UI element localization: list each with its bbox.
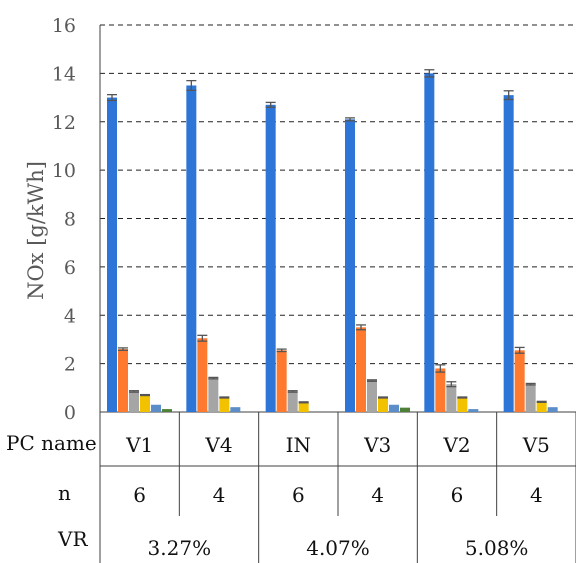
- table-vr-value: 5.08%: [465, 536, 529, 560]
- table-row-label: PC name: [6, 431, 97, 455]
- error-bars: [107, 69, 547, 404]
- bar: [514, 350, 525, 412]
- bar: [468, 409, 479, 412]
- y-tick-label: 14: [52, 63, 76, 85]
- table-n-value: 4: [530, 483, 543, 507]
- table-row-label: VR: [57, 527, 88, 551]
- bar: [547, 407, 558, 412]
- bar: [356, 327, 366, 412]
- y-tick-label: 6: [64, 257, 76, 279]
- bar: [345, 119, 355, 413]
- bar: [265, 104, 276, 412]
- bar: [219, 397, 230, 412]
- y-tick-label: 0: [64, 402, 76, 424]
- bar: [186, 85, 197, 412]
- bar: [151, 404, 161, 412]
- bar: [276, 350, 287, 412]
- table-pc-name: V1: [125, 433, 153, 457]
- table-pc-name: IN: [286, 433, 311, 457]
- table-row-label: n: [58, 481, 71, 505]
- y-tick-label: 2: [64, 354, 76, 376]
- table-pc-name: V3: [363, 433, 391, 457]
- bar: [298, 402, 309, 412]
- bar: [378, 397, 388, 412]
- bar: [503, 95, 514, 413]
- y-tick-label: 8: [64, 209, 76, 231]
- bar: [287, 391, 298, 412]
- bar: [446, 384, 457, 412]
- bar: [208, 378, 219, 412]
- y-tick-label: 12: [52, 112, 76, 134]
- bar: [435, 368, 446, 412]
- category-table: PC name n VR V1 V4 IN V3 V2 V5 6 4 6 4 6 4 3.27% 4.07% 5.…: [6, 412, 576, 563]
- table-n-value: 4: [213, 483, 226, 507]
- bar: [536, 401, 547, 412]
- bar: [367, 380, 377, 412]
- bar: [424, 73, 435, 412]
- bar: [230, 407, 241, 412]
- bar: [197, 338, 208, 412]
- table-pc-name: V4: [204, 433, 232, 457]
- bar: [140, 395, 150, 412]
- y-tick-labels: 0 2 4 6 8 10 12 14 16: [52, 15, 76, 424]
- table-n-value: 6: [451, 483, 464, 507]
- table-vr-value: 4.07%: [306, 536, 370, 560]
- y-tick-label: 10: [52, 160, 76, 182]
- y-tick-label: 4: [64, 305, 76, 327]
- bar: [107, 97, 117, 412]
- bar: [400, 407, 410, 412]
- table-n-value: 6: [133, 483, 146, 507]
- bar: [457, 397, 468, 412]
- bar: [162, 409, 172, 412]
- table-pc-name: V2: [442, 433, 470, 457]
- y-tick-label: 16: [52, 15, 76, 37]
- table-vr-value: 3.27%: [148, 536, 212, 560]
- table-n-value: 4: [371, 483, 384, 507]
- y-axis-label: NOx [g/kWh]: [24, 161, 48, 300]
- bar: [389, 404, 399, 412]
- bar: [118, 349, 128, 412]
- table-pc-name: V5: [522, 433, 550, 457]
- bar: [129, 391, 139, 412]
- bars: [107, 73, 558, 413]
- table-n-value: 6: [292, 483, 305, 507]
- bar: [525, 384, 536, 412]
